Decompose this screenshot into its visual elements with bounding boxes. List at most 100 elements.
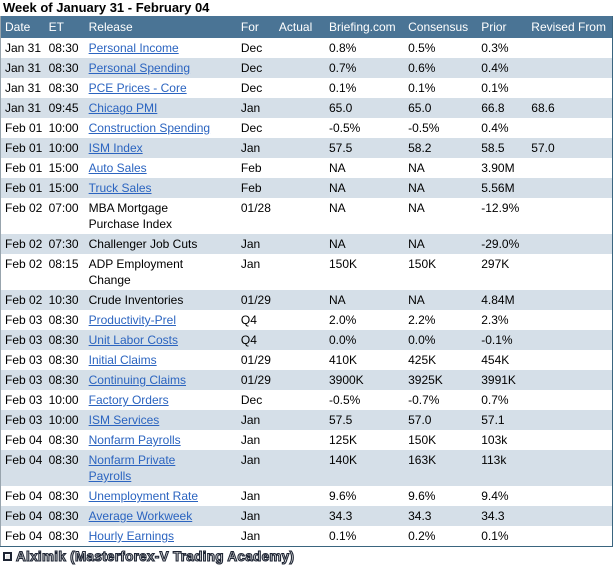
release-link[interactable]: Average Workweek: [88, 509, 193, 523]
cell-prior: 4.84M: [481, 293, 515, 307]
cell-briefing: 0.1%: [328, 81, 357, 95]
release-link[interactable]: Nonfarm Payrolls: [88, 433, 181, 447]
release-link[interactable]: Construction Spending: [88, 121, 211, 135]
table-row: Feb 03 08:30 Initial Claims 01/29 410K 425K 45…: [1, 350, 613, 370]
cell-et: 08:30: [48, 453, 79, 467]
cell-for: Feb: [240, 161, 262, 175]
cell-for: Q4: [240, 313, 257, 327]
cell-release: Auto Sales: [85, 158, 237, 178]
cell-revised: [527, 486, 612, 506]
column-header-briefing: Briefing.com: [324, 16, 405, 38]
cell-consensus: -0.7%: [408, 393, 440, 407]
release-link[interactable]: Unit Labor Costs: [88, 333, 178, 347]
column-header-prior: Prior: [477, 16, 528, 38]
cell-briefing: 0.7%: [328, 61, 357, 75]
cell-et: 08:30: [48, 509, 79, 523]
cell-date: Feb 03: [5, 333, 43, 347]
cell-release: Truck Sales: [85, 178, 237, 198]
cell-release: Construction Spending: [85, 118, 237, 138]
cell-consensus: 150K: [408, 433, 437, 447]
column-header-consensus: Consensus: [404, 16, 478, 38]
cell-revised: 57.0: [531, 141, 555, 155]
cell-for: Q4: [240, 333, 257, 347]
cell-revised: [527, 290, 612, 310]
cell-for: Jan: [240, 237, 261, 251]
release-text: MBA Mortgage Purchase Index: [88, 201, 173, 231]
cell-revised: [527, 234, 612, 254]
release-link[interactable]: Personal Income: [88, 41, 179, 55]
cell-consensus: NA: [408, 237, 425, 251]
table-row: Feb 03 08:30 Continuing Claims 01/29 3900K 39…: [0, 370, 613, 390]
cell-release: Continuing Claims: [85, 370, 237, 390]
table-row: Feb 02 07:00 MBA Mortgage Purchase Index 01…: [1, 198, 613, 234]
release-link[interactable]: Factory Orders: [88, 393, 169, 407]
release-link[interactable]: Chicago PMI: [88, 101, 158, 115]
cell-actual: [275, 290, 325, 310]
cell-consensus: 34.3: [408, 509, 432, 523]
table-row: Feb 01 10:00 ISM Index Jan 57.5 58.2 58.5 57.0: [0, 138, 613, 158]
column-header-et: ET: [44, 16, 85, 38]
cell-et: 08:30: [48, 61, 79, 75]
cell-revised: 68.6: [531, 101, 555, 115]
cell-briefing: 0.0%: [328, 333, 357, 347]
cell-date: Feb 02: [5, 237, 43, 251]
release-link[interactable]: Truck Sales: [88, 181, 152, 195]
cell-for: Feb: [240, 181, 262, 195]
table-row: Feb 04 08:30 Hourly Earnings Jan 0.1% 0.2% 0.1…: [1, 526, 613, 547]
square-icon: [3, 551, 12, 561]
release-link[interactable]: Initial Claims: [88, 353, 157, 367]
release-link[interactable]: Productivity-Prel: [88, 313, 176, 327]
cell-briefing: -0.5%: [328, 393, 361, 407]
cell-prior: 0.4%: [481, 61, 509, 75]
cell-revised: [527, 450, 612, 486]
cell-for: Dec: [240, 41, 263, 55]
release-link[interactable]: Nonfarm Private Payrolls: [88, 453, 176, 483]
cell-consensus: 0.2%: [408, 529, 436, 543]
cell-actual: [275, 38, 325, 58]
column-header-for: For: [236, 16, 275, 38]
page-title: Week of January 31 - February 04: [3, 0, 210, 15]
cell-release: Nonfarm Payrolls: [85, 430, 237, 450]
cell-for: Jan: [240, 529, 261, 543]
table-row: Feb 03 10:00 Factory Orders Dec -0.5% -0.7% 0.…: [1, 390, 613, 410]
release-link[interactable]: Unemployment Rate: [88, 489, 199, 503]
cell-briefing: NA: [328, 293, 346, 307]
table-row: Feb 02 08:15 ADP Employment Change Jan 150K 1…: [1, 254, 613, 290]
cell-et: 08:30: [48, 489, 79, 503]
cell-revised: [527, 526, 612, 547]
cell-consensus: 65.0: [408, 101, 432, 115]
cell-consensus: 0.5%: [408, 41, 436, 55]
cell-release: Personal Spending: [85, 58, 237, 78]
release-link[interactable]: ISM Index: [88, 141, 143, 155]
release-link[interactable]: Continuing Claims: [88, 373, 187, 387]
column-header-release: Release: [84, 16, 237, 38]
cell-revised: [527, 506, 612, 526]
cell-et: 08:30: [48, 433, 79, 447]
cell-release: ISM Index: [85, 138, 237, 158]
cell-release: ADP Employment Change: [85, 254, 237, 290]
cell-consensus: -0.5%: [408, 121, 440, 135]
table-row: Jan 31 08:30 PCE Prices - Core Dec 0.1% 0.1% 0…: [1, 78, 613, 98]
cell-prior: 2.3%: [481, 313, 509, 327]
cell-actual: [275, 430, 325, 450]
cell-prior: 0.3%: [481, 41, 509, 55]
release-link[interactable]: Hourly Earnings: [88, 529, 174, 543]
table-row: Feb 02 07:30 Challenger Job Cuts Jan NA NA -29…: [0, 234, 613, 254]
cell-actual: [275, 78, 325, 98]
cell-consensus: NA: [408, 181, 425, 195]
release-link[interactable]: ISM Services: [88, 413, 160, 427]
cell-for: Dec: [240, 61, 263, 75]
cell-briefing: 125K: [328, 433, 358, 447]
cell-revised: [527, 310, 612, 330]
release-link[interactable]: Personal Spending: [88, 61, 191, 75]
cell-actual: [275, 350, 325, 370]
cell-revised: [527, 430, 612, 450]
cell-briefing: 65.0: [328, 101, 353, 115]
cell-date: Feb 01: [5, 121, 43, 135]
release-link[interactable]: PCE Prices - Core: [88, 81, 187, 95]
cell-consensus: 0.0%: [408, 333, 436, 347]
cell-actual: [275, 310, 325, 330]
release-link[interactable]: Auto Sales: [88, 161, 147, 175]
cell-date: Jan 31: [5, 41, 42, 55]
cell-for: Dec: [240, 81, 263, 95]
